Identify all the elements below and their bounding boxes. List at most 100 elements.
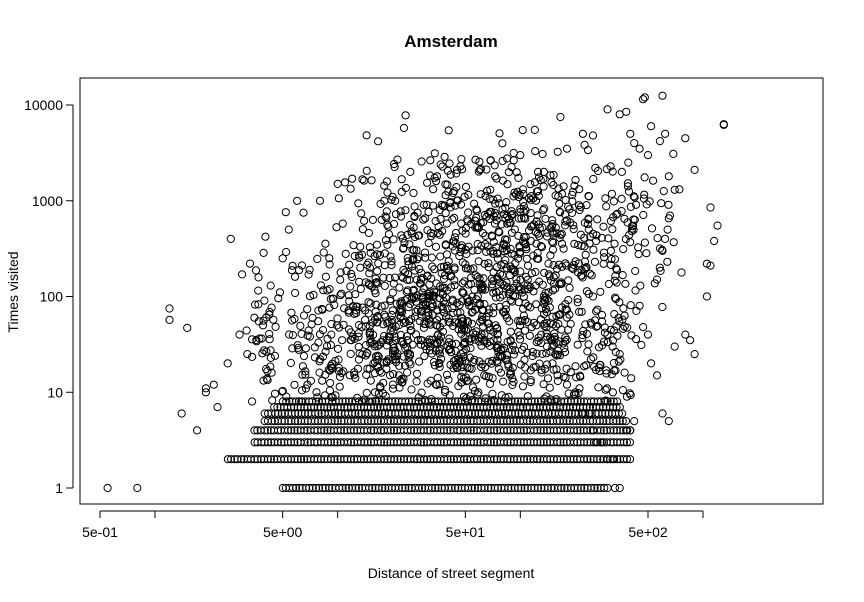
scatter-point [593,455,602,464]
scatter-point [608,342,617,351]
scatter-point [447,271,456,280]
scatter-point [290,314,299,324]
scatter-point [621,235,631,244]
scatter-point [447,483,456,493]
scatter-point [523,302,533,311]
scatter-point [553,350,562,359]
scatter-point [288,316,297,325]
scatter-point [489,249,498,258]
scatter-point [589,455,598,464]
scatter-point [527,269,537,278]
scatter-point [592,307,601,316]
scatter-point [584,340,593,349]
scatter-point [626,129,635,138]
scatter-point [297,386,307,395]
scatter-point [516,360,525,369]
scatter-point [664,172,673,181]
scatter-point [426,403,435,412]
scatter-point [546,224,555,233]
scatter-point [377,368,386,377]
scatter-point [419,284,428,293]
scatter-point [481,231,490,240]
scatter-point [504,392,513,401]
scatter-point [493,483,502,493]
scatter-point [346,282,355,291]
scatter-point [509,377,518,386]
scatter-point [621,417,631,426]
scatter-point [498,244,507,253]
scatter-point [588,292,598,301]
scatter-point [554,192,563,201]
scatter-point [464,483,473,493]
scatter-point [519,403,528,412]
scatter-point [391,397,400,406]
scatter-point [611,293,620,302]
scatter-point [423,338,432,347]
scatter-point [346,417,356,426]
scatter-point [419,426,428,435]
scatter-point [661,234,670,243]
scatter-point [559,417,568,426]
scatter-point [503,154,512,163]
scatter-point [658,409,667,418]
scatter-point [389,384,398,393]
scatter-point [492,403,501,412]
scatter-point [314,338,323,347]
scatter-point [568,197,577,206]
scatter-point [345,397,354,406]
scatter-point [526,283,535,292]
scatter-point [544,259,553,268]
scatter-point [622,438,632,447]
scatter-point [377,426,386,435]
scatter-point [410,426,419,435]
scatter-point [542,392,551,401]
scatter-point [318,483,327,493]
scatter-point [527,192,536,201]
scatter-point [266,362,275,371]
scatter-point [345,371,354,380]
scatter-point [473,272,482,282]
scatter-point [323,438,332,447]
scatter-point [513,187,522,196]
scatter-point [449,237,458,246]
scatter-point [368,397,377,406]
scatter-point [488,409,497,418]
scatter-point [372,300,381,309]
scatter-point [418,288,427,297]
scatter-point [571,388,580,397]
scatter-point [509,192,518,201]
scatter-point [442,264,451,273]
scatter-point [519,342,529,351]
scatter-point [571,390,580,399]
scatter-point [553,346,562,355]
scatter-point [413,438,422,447]
scatter-point [365,397,375,406]
scatter-point [437,354,446,363]
scatter-point [576,417,585,426]
scatter-point [486,417,495,426]
scatter-point [468,396,477,405]
scatter-point [408,295,417,304]
scatter-point [340,304,349,313]
scatter-point [559,438,568,447]
scatter-point [575,384,584,393]
scatter-point [670,185,679,194]
scatter-point [491,199,500,208]
scatter-point [632,335,641,344]
scatter-point [580,483,589,493]
scatter-point [584,225,593,234]
scatter-point [488,280,497,289]
scatter-point [394,483,403,493]
scatter-point [365,330,374,339]
scatter-point [571,362,580,371]
scatter-point [431,217,440,226]
scatter-point [315,196,325,205]
scatter-point [570,181,579,190]
scatter-point [451,347,460,356]
scatter-point [481,192,490,201]
scatter-point [594,383,603,392]
scatter-point [474,333,484,342]
scatter-point [382,341,391,350]
scatter-point [540,397,549,406]
scatter-point [344,291,353,300]
